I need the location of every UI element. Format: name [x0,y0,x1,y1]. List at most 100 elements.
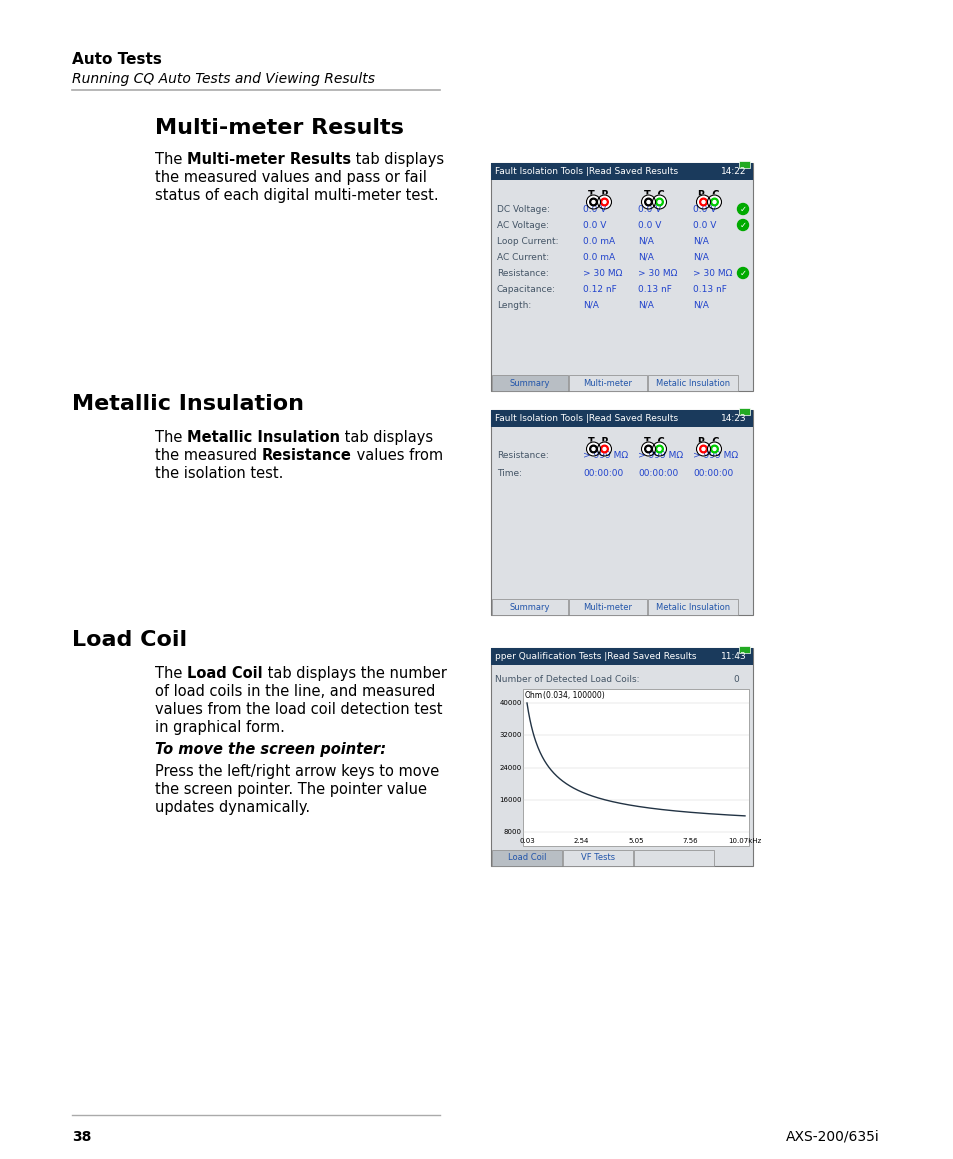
Text: 00:00:00: 00:00:00 [692,468,733,478]
Text: Summary: Summary [509,603,550,612]
Text: updates dynamically.: updates dynamically. [154,800,310,815]
FancyBboxPatch shape [492,850,561,866]
FancyBboxPatch shape [739,408,749,415]
Circle shape [707,442,720,455]
Circle shape [710,445,718,453]
FancyBboxPatch shape [491,410,752,615]
Circle shape [696,195,710,209]
Text: 0.0 mA: 0.0 mA [582,253,615,262]
Text: 0.03: 0.03 [518,838,535,844]
Circle shape [712,447,716,451]
Text: > 30 MΩ: > 30 MΩ [582,269,621,277]
Text: (0.034, 100000): (0.034, 100000) [542,691,604,700]
FancyBboxPatch shape [491,163,752,180]
Text: the measured values and pass or fail: the measured values and pass or fail [154,170,426,185]
Text: of load coils in the line, and measured: of load coils in the line, and measured [154,684,435,699]
Text: values from: values from [352,449,442,462]
Text: Load Coil: Load Coil [71,630,187,650]
Circle shape [589,445,597,453]
FancyBboxPatch shape [568,376,646,391]
FancyBboxPatch shape [647,376,738,391]
Circle shape [696,442,710,455]
FancyBboxPatch shape [491,648,752,866]
Text: Multi-meter Results: Multi-meter Results [154,118,403,138]
Circle shape [737,268,748,278]
Circle shape [592,201,595,204]
Text: tab displays: tab displays [351,152,444,167]
Circle shape [701,447,704,451]
Text: Multi-meter: Multi-meter [583,603,632,612]
Circle shape [644,445,652,453]
Text: T  C: T C [643,190,663,201]
FancyBboxPatch shape [491,163,752,391]
Text: The: The [154,430,187,445]
Circle shape [592,447,595,451]
Text: 0.0 V: 0.0 V [582,220,606,229]
Text: the screen pointer. The pointer value: the screen pointer. The pointer value [154,782,427,797]
Text: > 999 MΩ: > 999 MΩ [692,452,738,460]
Text: T  R: T R [588,437,609,447]
Circle shape [600,198,608,206]
FancyBboxPatch shape [491,410,752,427]
Text: 14:23: 14:23 [720,414,746,423]
Text: 0.13 nF: 0.13 nF [692,284,726,293]
Text: 0.13 nF: 0.13 nF [638,284,671,293]
Circle shape [658,201,660,204]
Circle shape [586,195,599,209]
Text: AC Current:: AC Current: [497,253,549,262]
FancyBboxPatch shape [492,376,567,391]
FancyBboxPatch shape [634,850,713,866]
Text: Length:: Length: [497,300,531,309]
Text: 0.12 nF: 0.12 nF [582,284,616,293]
Text: Metallic Insulation: Metallic Insulation [187,430,339,445]
Text: the measured: the measured [154,449,261,462]
Text: Resistance: Resistance [261,449,352,462]
Text: Load Coil: Load Coil [507,853,546,862]
Text: R  C: R C [698,190,719,201]
Circle shape [644,198,652,206]
Circle shape [602,201,605,204]
Circle shape [701,201,704,204]
Text: > 30 MΩ: > 30 MΩ [692,269,732,277]
Circle shape [737,204,748,214]
Circle shape [699,198,706,206]
Circle shape [640,442,655,455]
Text: Fault Isolation Tools |Read Saved Results: Fault Isolation Tools |Read Saved Result… [495,167,678,176]
Text: 00:00:00: 00:00:00 [638,468,678,478]
Text: Number of Detected Load Coils:: Number of Detected Load Coils: [495,675,639,684]
Text: 0.0 V: 0.0 V [582,204,606,213]
FancyBboxPatch shape [562,850,633,866]
Text: 0.0 V: 0.0 V [638,204,660,213]
Circle shape [646,447,649,451]
Text: ✓: ✓ [739,269,745,277]
Text: 10.07kHz: 10.07kHz [727,838,760,844]
FancyBboxPatch shape [739,646,749,653]
Text: status of each digital multi-meter test.: status of each digital multi-meter test. [154,188,438,203]
Text: > 999 MΩ: > 999 MΩ [582,452,627,460]
Text: Resistance:: Resistance: [497,269,548,277]
Text: N/A: N/A [582,300,598,309]
Text: 0.0 mA: 0.0 mA [582,236,615,246]
Text: Press the left/right arrow keys to move: Press the left/right arrow keys to move [154,764,438,779]
Text: > 30 MΩ: > 30 MΩ [638,269,677,277]
Text: 5.05: 5.05 [628,838,643,844]
Text: > 999 MΩ: > 999 MΩ [638,452,682,460]
Circle shape [652,195,666,209]
Text: Ohm: Ohm [524,691,542,700]
Text: 8000: 8000 [503,829,521,834]
FancyBboxPatch shape [492,599,567,615]
Text: Capacitance:: Capacitance: [497,284,556,293]
Text: tab displays: tab displays [339,430,433,445]
Text: VF Tests: VF Tests [580,853,615,862]
FancyBboxPatch shape [568,599,646,615]
Text: tab displays the number: tab displays the number [262,666,446,681]
Text: the isolation test.: the isolation test. [154,466,283,481]
Text: ✓: ✓ [739,204,745,213]
FancyBboxPatch shape [647,599,738,615]
Text: T  R: T R [588,190,609,201]
Circle shape [602,447,605,451]
Circle shape [699,445,706,453]
Text: Metalic Insulation: Metalic Insulation [656,379,729,387]
Circle shape [640,195,655,209]
Circle shape [646,201,649,204]
